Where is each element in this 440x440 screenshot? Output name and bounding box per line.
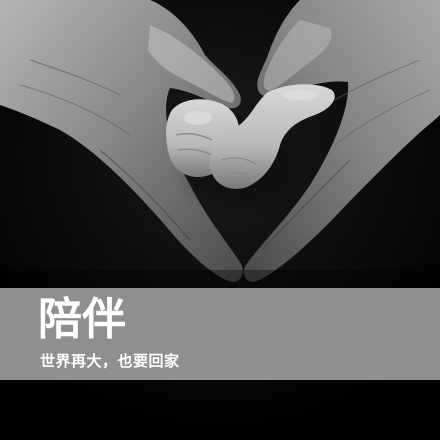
caption-title: 陪伴	[38, 294, 126, 345]
caption-subtitle: 世界再大，也要回家	[40, 352, 180, 370]
right-adult-hand	[243, 0, 440, 282]
caption-band	[0, 288, 440, 380]
baby-hands	[166, 84, 335, 189]
left-adult-hand	[0, 0, 243, 282]
